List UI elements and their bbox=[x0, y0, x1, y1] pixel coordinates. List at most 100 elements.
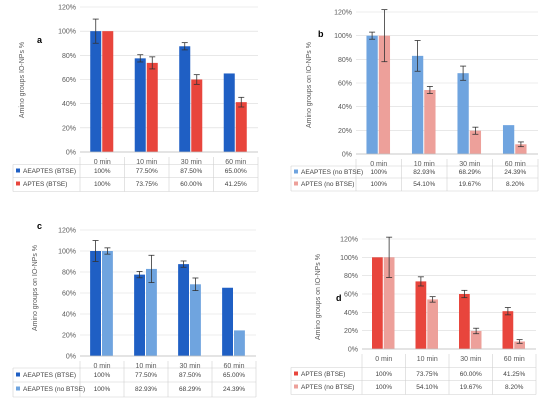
bar bbox=[457, 73, 469, 154]
data-label: 100% bbox=[375, 384, 392, 391]
data-label: 65.00% bbox=[223, 372, 245, 379]
legend-swatch bbox=[294, 371, 298, 376]
bar bbox=[134, 58, 146, 152]
bar bbox=[134, 274, 145, 356]
chart-panel-d: 0% 20% 40% 60% 80% 100% 120% Amino groups on IO… bbox=[290, 237, 537, 395]
bar bbox=[102, 31, 114, 153]
bar bbox=[383, 257, 395, 349]
x-category-label: 10 min bbox=[417, 356, 438, 363]
x-category-label: 0 min bbox=[370, 161, 387, 168]
bar bbox=[102, 251, 113, 356]
bar bbox=[470, 330, 482, 349]
bar bbox=[427, 299, 438, 349]
bar bbox=[146, 62, 158, 152]
y-tick-label: 40% bbox=[62, 101, 76, 108]
legend-label: AEAPTES (no BTSE) bbox=[301, 169, 363, 176]
data-label: 77.50% bbox=[135, 372, 157, 379]
x-category-label: 10 min bbox=[135, 363, 156, 370]
bar bbox=[235, 102, 247, 152]
y-tick-label: 80% bbox=[62, 53, 76, 60]
x-category-label: 0 min bbox=[93, 363, 110, 370]
bar bbox=[424, 89, 436, 154]
legend-label: APTES (BTSE) bbox=[301, 371, 345, 378]
y-tick-label: 120% bbox=[58, 5, 76, 12]
legend-swatch bbox=[16, 386, 20, 391]
bar bbox=[190, 284, 201, 356]
y-tick-label: 60% bbox=[62, 77, 76, 84]
chart-panel-b: 0% 20% 40% 60% 80% 100% 120% Amino groups on IO… bbox=[290, 9, 539, 192]
y-axis-label: Amino groups on IO-NPs % bbox=[315, 254, 322, 340]
y-tick-label: 120% bbox=[334, 10, 352, 17]
bar bbox=[234, 330, 245, 356]
bar bbox=[514, 341, 525, 349]
y-tick-label: 100% bbox=[340, 255, 358, 262]
panel-letter: a bbox=[37, 35, 43, 45]
y-tick-label: 40% bbox=[62, 312, 76, 319]
data-label: 24.39% bbox=[504, 169, 526, 176]
y-axis-label: Amino groups on IO-NPs % bbox=[32, 245, 39, 331]
panel-letter: b bbox=[318, 29, 324, 39]
y-tick-label: 100% bbox=[58, 29, 76, 36]
data-label: 41.25% bbox=[503, 371, 525, 378]
legend-swatch bbox=[16, 181, 20, 186]
bar bbox=[178, 264, 189, 356]
x-category-label: 30 min bbox=[459, 161, 480, 168]
x-category-label: 10 min bbox=[414, 161, 435, 168]
x-category-label: 30 min bbox=[181, 159, 202, 166]
data-label: 19.67% bbox=[459, 181, 481, 188]
data-label: 100% bbox=[94, 386, 111, 393]
bar bbox=[415, 281, 427, 349]
data-label: 60.00% bbox=[180, 181, 202, 188]
bar bbox=[502, 311, 514, 349]
y-tick-label: 120% bbox=[340, 237, 358, 244]
y-tick-label: 80% bbox=[338, 57, 352, 64]
x-category-label: 10 min bbox=[136, 159, 157, 166]
y-tick-label: 40% bbox=[344, 310, 358, 317]
bar bbox=[459, 294, 470, 349]
y-tick-label: 100% bbox=[58, 249, 76, 256]
bar bbox=[146, 268, 157, 356]
x-category-label: 30 min bbox=[460, 356, 481, 363]
data-label: 73.75% bbox=[416, 371, 438, 378]
data-table: 0 min 10 min 30 min 60 min AEAPTES (BTSE) 100… bbox=[12, 361, 257, 398]
data-label: 24.39% bbox=[223, 386, 245, 393]
x-category-label: 60 min bbox=[223, 363, 244, 370]
panel-letter: c bbox=[37, 221, 42, 231]
bar bbox=[90, 251, 101, 356]
data-label: 19.67% bbox=[460, 384, 482, 391]
legend-swatch bbox=[294, 181, 298, 186]
data-label: 41.25% bbox=[225, 181, 247, 188]
legend-label: APTES (no BTSE) bbox=[301, 384, 354, 391]
y-tick-label: 120% bbox=[58, 228, 76, 235]
bar bbox=[502, 125, 515, 154]
legend-swatch bbox=[294, 169, 298, 174]
legend-swatch bbox=[16, 372, 20, 377]
bar bbox=[223, 73, 235, 152]
bar bbox=[378, 35, 391, 154]
y-tick-label: 60% bbox=[344, 292, 358, 299]
data-label: 100% bbox=[375, 371, 392, 378]
data-label: 87.50% bbox=[179, 372, 201, 379]
legend-swatch bbox=[294, 384, 298, 389]
data-table: 0 min 10 min 30 min 60 min AEAPTES (BTSE) 100… bbox=[12, 157, 259, 192]
legend-label: AEAPTES (BTSE) bbox=[23, 372, 76, 379]
data-label: 100% bbox=[94, 181, 111, 188]
y-tick-label: 0% bbox=[342, 152, 352, 159]
data-label: 65.00% bbox=[225, 168, 247, 175]
y-tick-label: 60% bbox=[338, 81, 352, 88]
bar bbox=[411, 55, 424, 154]
data-label: 8.20% bbox=[506, 181, 525, 188]
x-category-label: 30 min bbox=[179, 363, 200, 370]
y-tick-label: 80% bbox=[344, 273, 358, 280]
data-label: 82.93% bbox=[135, 386, 157, 393]
data-table: 0 min 10 min 30 min 60 min AEAPTES (no BTSE)… bbox=[290, 159, 539, 192]
y-tick-label: 20% bbox=[344, 328, 358, 335]
legend-label: AEAPTES (no BTSE) bbox=[23, 386, 85, 393]
bar bbox=[222, 287, 233, 356]
x-category-label: 60 min bbox=[225, 159, 246, 166]
y-tick-label: 80% bbox=[62, 270, 76, 277]
y-tick-label: 0% bbox=[66, 150, 76, 157]
data-label: 87.50% bbox=[180, 168, 202, 175]
y-axis-label: Amino groups on IO-NPs % bbox=[306, 42, 313, 128]
